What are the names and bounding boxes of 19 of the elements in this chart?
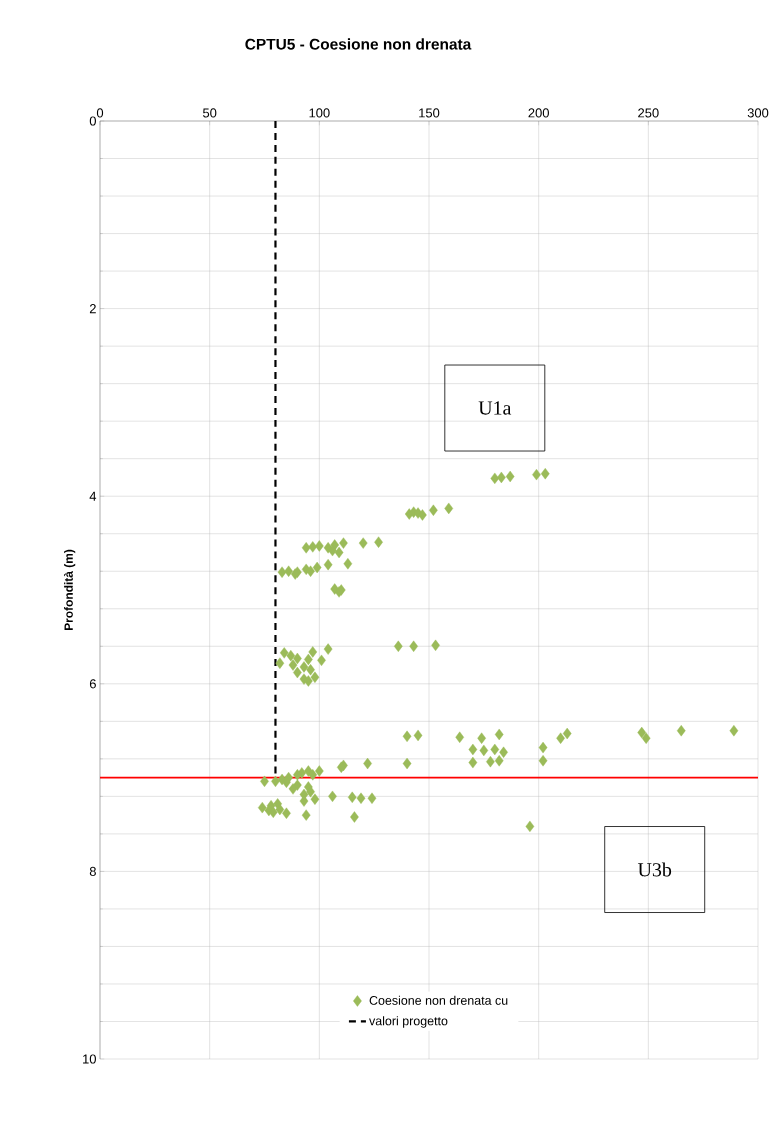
y-tick-label: 4 — [89, 491, 97, 501]
chart-title: CPTU5 - Coesione non drenata — [245, 38, 472, 50]
x-tick-label: 0 — [96, 108, 104, 118]
x-tick-label: 50 — [202, 108, 217, 118]
y-tick-label: 6 — [89, 679, 96, 689]
x-tick-label: 250 — [638, 108, 659, 118]
legend-label: valori progetto — [369, 1016, 448, 1028]
x-tick-label: 150 — [419, 108, 440, 118]
x-tick-label: 200 — [528, 108, 549, 118]
y-axis-title: Profondità (m) — [63, 549, 76, 631]
legend-label: Coesione non drenata cu — [369, 995, 508, 1005]
y-tick-label: 10 — [83, 1054, 96, 1064]
y-tick-label: 0 — [89, 116, 96, 126]
annotation: U1a — [478, 401, 512, 415]
y-tick-label: 8 — [89, 866, 96, 876]
y-tick-label: 2 — [89, 304, 96, 314]
x-tick-label: 300 — [747, 108, 769, 118]
x-tick-label: 100 — [309, 108, 330, 118]
annotation: U3b — [637, 862, 672, 877]
